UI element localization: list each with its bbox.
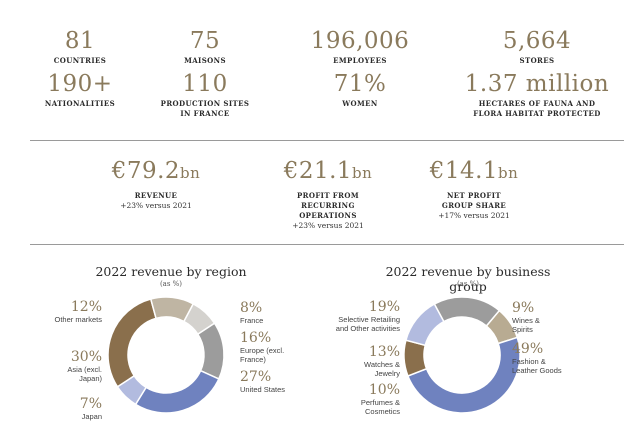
- financial-unit: bn: [180, 164, 201, 182]
- slice-name: Japan: [81, 412, 102, 421]
- stat-caption: HECTARES OF FAUNA AND FLORA HABITAT PROT…: [473, 99, 601, 118]
- stat-caption: EMPLOYEES: [333, 56, 387, 65]
- divider-top: [30, 140, 624, 141]
- slice-value: 16%: [240, 330, 272, 346]
- slice-value: 49%: [512, 341, 544, 357]
- slice-label-watches-jewelry: 13% Watches & Jewelry: [350, 344, 400, 378]
- slice-label-fashion-leather: 49% Fashion & Leather Goods: [512, 341, 572, 375]
- stat-value: 81: [64, 28, 96, 54]
- slice-value: 12%: [70, 299, 102, 315]
- financial-profit-recurring: €21.1bn PROFIT FROM RECURRING OPERATIONS…: [258, 158, 398, 231]
- slice-value: 8%: [240, 300, 263, 316]
- financial-amount: €21.1: [283, 158, 353, 184]
- stat-caption: PRODUCTION SITES IN FRANCE: [160, 99, 250, 118]
- financial-caption: PROFIT FROM RECURRING OPERATIONS: [296, 191, 360, 220]
- slice-value: 27%: [240, 369, 272, 385]
- slice-selective-retailing-and-other-activities: [433, 296, 501, 327]
- stat-employees: 196,006 EMPLOYEES: [285, 28, 435, 66]
- stat-caption: MAISONS: [184, 56, 226, 65]
- slice-fashion-leather-goods: [406, 336, 521, 414]
- slice-label-other-markets: 12% Other markets: [52, 299, 102, 324]
- financial-change: +17% versus 2021: [438, 211, 510, 220]
- slice-other-markets: [149, 296, 195, 323]
- slice-name: United States: [240, 385, 286, 394]
- slice-value: 10%: [368, 382, 400, 398]
- financial-caption: NET PROFIT GROUP SHARE: [441, 191, 507, 210]
- financial-change: +23% versus 2021: [292, 221, 364, 230]
- stat-stores: 5,664 STORES: [462, 28, 612, 66]
- stat-caption: STORES: [519, 56, 555, 65]
- stat-nationalities: 190+ NATIONALITIES: [5, 71, 155, 109]
- slice-label-asia: 30% Asia (excl. Japan): [52, 349, 102, 383]
- stat-countries: 81 COUNTRIES: [5, 28, 155, 66]
- stat-value: 75: [189, 28, 221, 54]
- slice-label-wines-spirits: 9% Wines & Spirits: [512, 300, 552, 334]
- slice-name: Europe (excl. France): [240, 346, 285, 364]
- stat-maisons: 75 MAISONS: [130, 28, 280, 66]
- slice-label-france: 8% France: [240, 300, 263, 325]
- stat-women: 71% WOMEN: [285, 71, 435, 109]
- slice-name: France: [240, 316, 264, 325]
- slice-value: 30%: [70, 349, 102, 365]
- slice-name: Fashion & Leather Goods: [512, 357, 562, 375]
- stat-value: 190+: [47, 71, 113, 97]
- chart-subtitle-business: (as %): [456, 280, 480, 288]
- financial-net-profit: €14.1bn NET PROFIT GROUP SHARE +17% vers…: [404, 158, 544, 221]
- financial-caption: REVENUE: [134, 191, 178, 200]
- stat-caption: COUNTRIES: [53, 56, 107, 65]
- slice-label-selective-retailing: 19% Selective Retailing and Other activi…: [330, 299, 400, 333]
- financial-change: +23% versus 2021: [120, 201, 192, 210]
- stat-value: 5,664: [502, 28, 572, 54]
- slice-value: 19%: [368, 299, 400, 315]
- chart-title-business: 2022 revenue by business group: [385, 264, 551, 294]
- slice-label-europe: 16% Europe (excl. France): [240, 330, 300, 364]
- slice-perfumes-cosmetics: [403, 339, 428, 377]
- financial-unit: bn: [352, 164, 373, 182]
- slice-name: Watches & Jewelry: [364, 360, 400, 378]
- slice-label-united-states: 27% United States: [240, 369, 285, 394]
- financial-amount: €79.2: [111, 158, 181, 184]
- slice-name: Selective Retailing and Other activities: [335, 315, 400, 333]
- financial-revenue: €79.2bn REVENUE +23% versus 2021: [86, 158, 226, 211]
- slice-name: Asia (excl. Japan): [67, 365, 102, 383]
- slice-name: Wines & Spirits: [512, 316, 540, 334]
- slice-label-japan: 7% Japan: [62, 396, 102, 421]
- financial-amount: €14.1: [429, 158, 499, 184]
- stat-caption: WOMEN: [342, 99, 378, 108]
- slice-name: Other markets: [54, 315, 102, 324]
- stat-value: 1.37 million: [464, 71, 610, 97]
- slice-value: 7%: [79, 396, 102, 412]
- slice-value: 13%: [368, 344, 400, 360]
- financial-unit: bn: [498, 164, 519, 182]
- chart-subtitle-region: (as %): [159, 280, 183, 288]
- chart-title-region: 2022 revenue by region: [95, 264, 247, 279]
- stat-value: 110: [182, 71, 228, 97]
- stat-hectares: 1.37 million HECTARES OF FAUNA AND FLORA…: [452, 71, 622, 119]
- stat-value: 196,006: [310, 28, 410, 54]
- slice-value: 9%: [512, 300, 535, 316]
- slice-name: Perfumes & Cosmetics: [360, 398, 400, 416]
- slice-label-perfumes-cosmetics: 10% Perfumes & Cosmetics: [345, 382, 400, 416]
- stat-caption: NATIONALITIES: [44, 99, 116, 108]
- divider-bottom: [30, 244, 624, 245]
- stat-value: 71%: [333, 71, 387, 97]
- stat-production-sites: 110 PRODUCTION SITES IN FRANCE: [130, 71, 280, 119]
